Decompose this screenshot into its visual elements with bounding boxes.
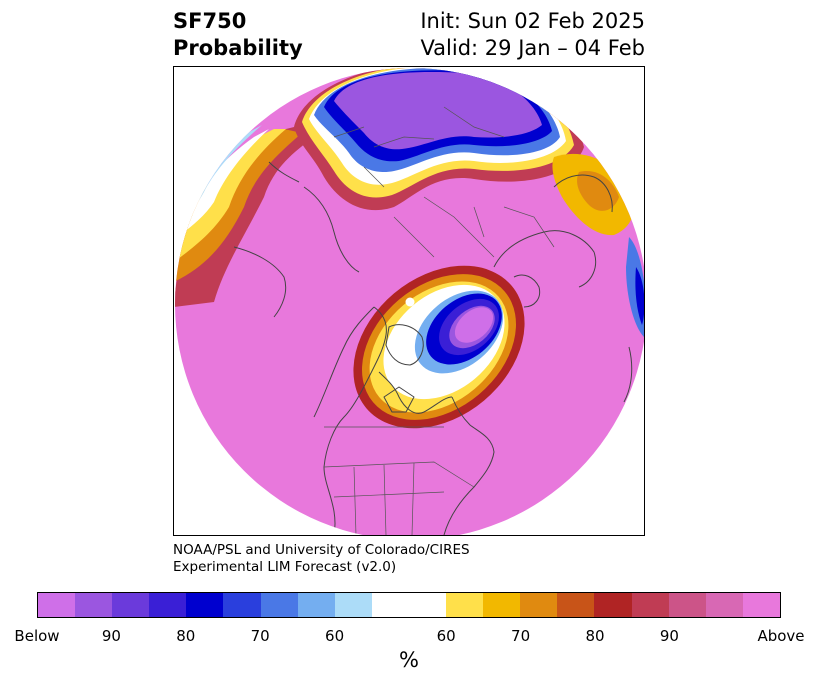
colorbar-segment	[742, 593, 780, 617]
colorbar-tick-label: Above	[757, 627, 805, 645]
colorbar-tick-label: 70	[511, 627, 531, 645]
west-neutral-band	[175, 129, 269, 239]
east-darkblue-edge	[635, 267, 644, 325]
colorbar-segment	[446, 593, 484, 617]
colorbar-segment	[149, 593, 187, 617]
map-title: SF750 Probability	[173, 8, 303, 62]
colorbar-segment	[557, 593, 595, 617]
colorbar-tick-label: 90	[101, 627, 121, 645]
colorbar-segment	[631, 593, 669, 617]
colorbar-segment	[483, 593, 521, 617]
colorbar-segment	[334, 593, 372, 617]
colorbar-tick-label: Below	[14, 627, 60, 645]
political-borders	[323, 106, 555, 535]
west-orange-band	[175, 129, 302, 282]
colorbar-segment	[594, 593, 632, 617]
map-panel	[173, 66, 645, 536]
pole-hole	[405, 297, 415, 307]
west-red-band	[175, 127, 314, 307]
valid-range: Valid: 29 Jan – 04 Feb	[420, 36, 645, 60]
colorbar-segment	[520, 593, 558, 617]
colorbar-segment	[260, 593, 298, 617]
colorbar-segment	[38, 593, 76, 617]
probability-map	[175, 68, 644, 535]
init-date: Init: Sun 02 Feb 2025	[420, 9, 645, 33]
colorbar-unit-label: %	[399, 648, 419, 672]
colorbar-segment	[75, 593, 113, 617]
colorbar-tick-label: 60	[436, 627, 456, 645]
coastlines	[233, 106, 633, 535]
west-yellow-band	[175, 129, 286, 262]
colorbar-tick-label: 70	[250, 627, 270, 645]
colorbar-segment	[668, 593, 706, 617]
colorbar-segment	[297, 593, 335, 617]
colorbar-segment	[371, 593, 447, 617]
colorbar-segment	[112, 593, 150, 617]
map-disk	[175, 68, 644, 535]
colorbar-segment	[186, 593, 224, 617]
title-type: Probability	[173, 36, 303, 60]
map-dates: Init: Sun 02 Feb 2025 Valid: 29 Jan – 04…	[420, 8, 645, 62]
alaska-below-normal-blob	[334, 72, 542, 150]
colorbar-segment	[705, 593, 743, 617]
title-variable: SF750	[173, 9, 247, 33]
credit-line-1: NOAA/PSL and University of Colorado/CIRE…	[173, 542, 470, 558]
colorbar	[37, 592, 781, 618]
colorbar-segment	[223, 593, 261, 617]
colorbar-tick-label: 80	[176, 627, 196, 645]
credit-line-2: Experimental LIM Forecast (v2.0)	[173, 559, 397, 575]
greenland-below-core	[454, 307, 494, 343]
east-orange-patch	[577, 171, 619, 211]
credit-text: NOAA/PSL and University of Colorado/CIRE…	[173, 542, 470, 576]
colorbar-tick-label: 60	[325, 627, 345, 645]
colorbar-tick-label: 80	[585, 627, 605, 645]
colorbar-tick-label: 90	[659, 627, 679, 645]
